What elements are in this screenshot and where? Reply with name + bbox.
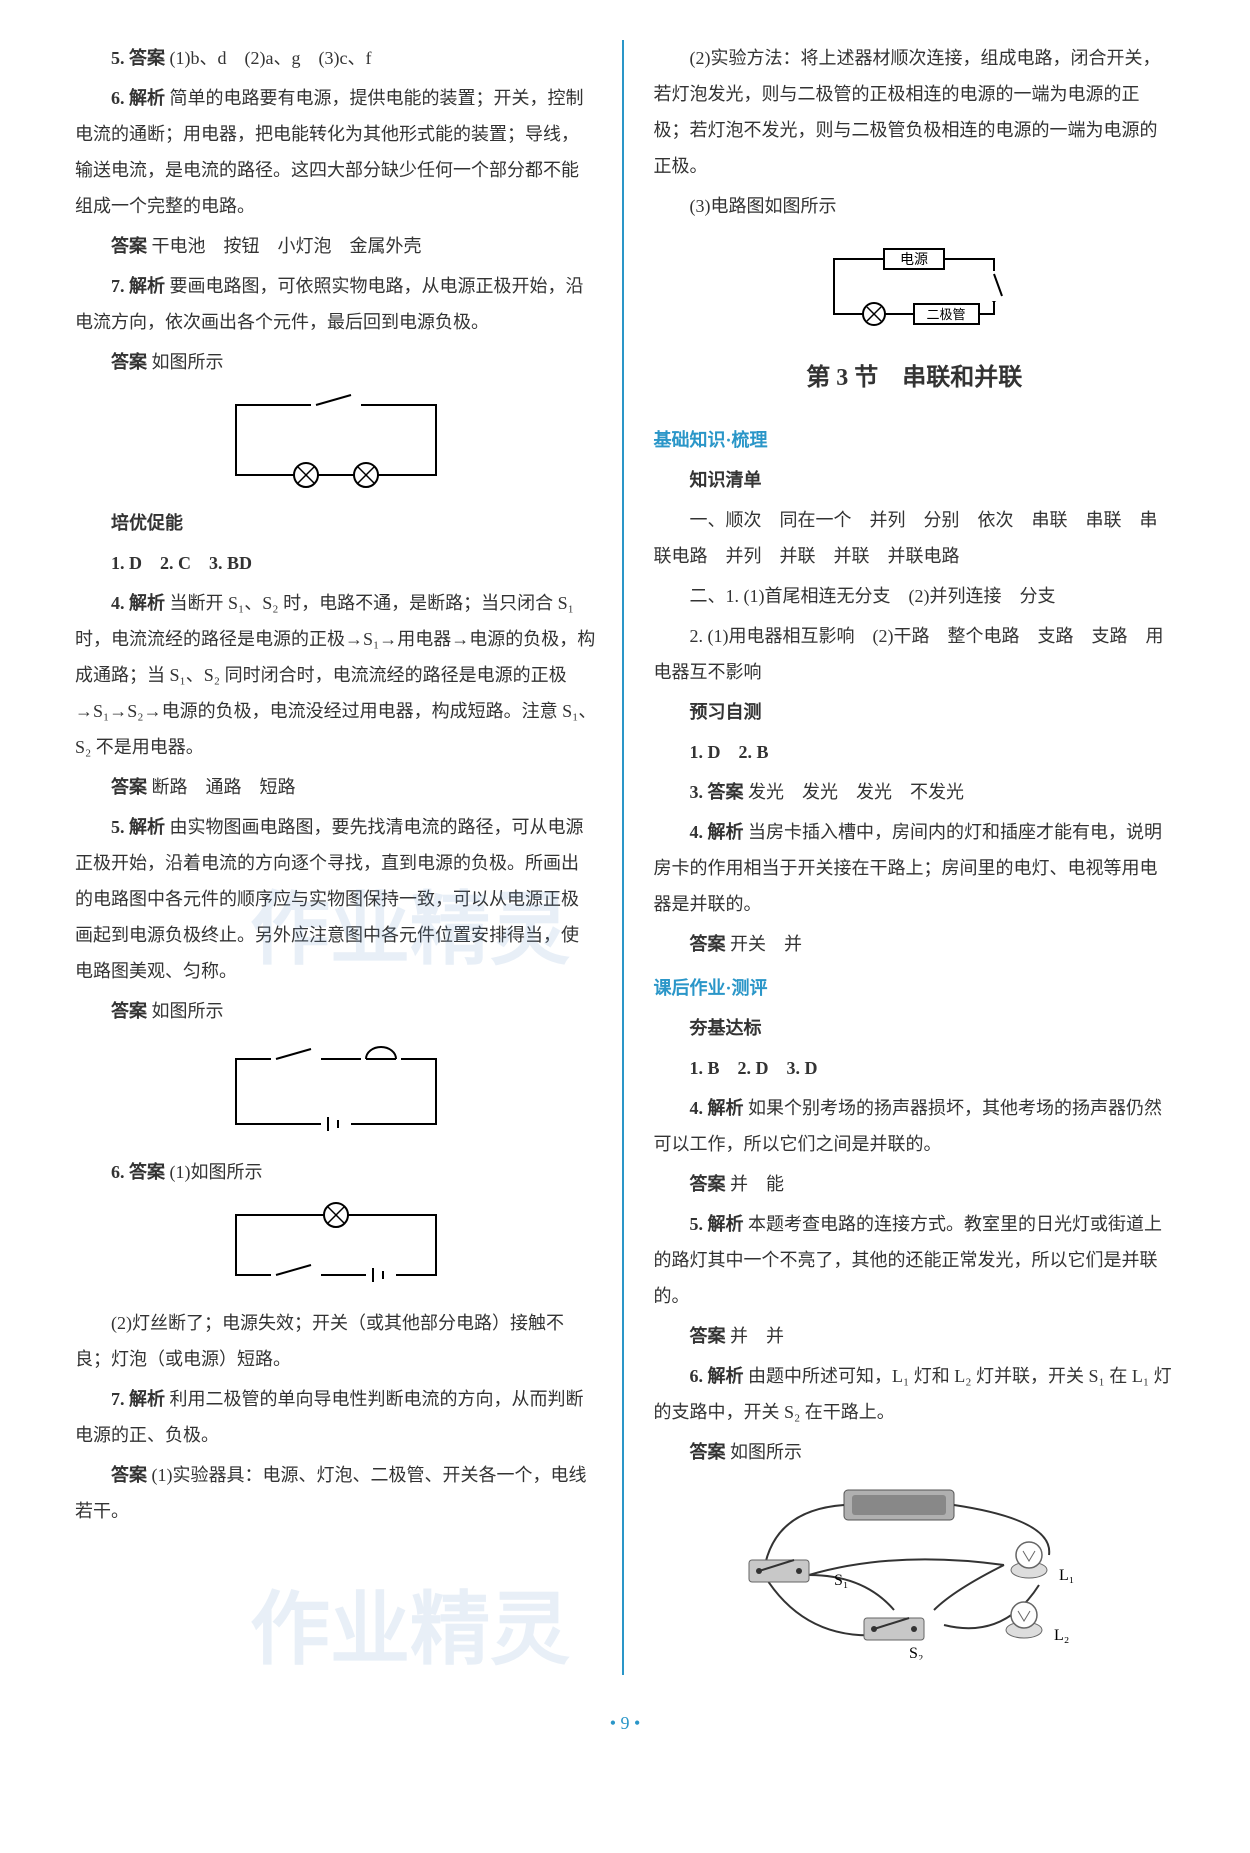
q6b-sub2: (2)灯丝断了；电源失效；开关（或其他部分电路）接触不良；灯泡（或电源）短路。 [75, 1305, 597, 1377]
q4-answer: 答案 断路 通路 短路 [75, 769, 597, 805]
preview-q4-label: 4. 解析 [690, 822, 744, 842]
con-q4: 4. 解析 如果个别考场的扬声器损坏，其他考场的扬声器仍然可以工作，所以它们之间… [654, 1090, 1176, 1162]
preview-q4: 4. 解析 当房卡插入槽中，房间内的灯和插座才能有电，说明房卡的作用相当于开关接… [654, 814, 1176, 922]
q5b-answer-text: 如图所示 [152, 1001, 224, 1021]
q5b-answer: 答案 如图所示 [75, 993, 597, 1029]
l2-label: L₂ [1054, 1627, 1069, 1644]
q5-answer: 5. 答案 (1)b、d (2)a、g (3)c、f [75, 40, 597, 76]
preview-q3: 3. 答案 发光 发光 发光 不发光 [654, 774, 1176, 810]
q6b-answer: 6. 答案 (1)如图所示 [75, 1154, 597, 1190]
con-q5-answer: 答案 并 并 [654, 1318, 1176, 1354]
q4-analysis-text: 当断开 S₁、S₂ 时，电路不通，是断路；当只闭合 S₁ 时，电流流经的路径是电… [75, 593, 596, 757]
right-column: (2)实验方法：将上述器材顺次连接，组成电路，闭合开关，若灯泡发光，则与二极管的… [624, 40, 1201, 1675]
q7-analysis-label: 7. 解析 [111, 276, 165, 296]
q7-answer-label: 答案 [111, 352, 147, 372]
preview-q12: 1. D 2. B [654, 734, 1176, 770]
con-q5-answer-text: 并 并 [730, 1326, 784, 1346]
preview-q4-answer: 答案 开关 并 [654, 926, 1176, 962]
circuit-diagram-4: 电源 二极管 [654, 234, 1176, 334]
con-q123-text: 1. B 2. D 3. D [690, 1058, 818, 1078]
q7-answer-text: 如图所示 [152, 352, 224, 372]
q7-answer: 答案 如图所示 [75, 344, 597, 380]
con-q6-answer-label: 答案 [690, 1442, 726, 1462]
q4-analysis: 4. 解析 当断开 S₁、S₂ 时，电路不通，是断路；当只闭合 S₁ 时，电流流… [75, 585, 597, 765]
con-q5-label: 5. 解析 [690, 1214, 744, 1234]
q7b-analysis-label: 7. 解析 [111, 1389, 165, 1409]
basic-knowledge-heading: 基础知识·梳理 [654, 422, 1176, 458]
con-q5-answer-label: 答案 [690, 1326, 726, 1346]
page-number-value: 9 [621, 1713, 630, 1733]
r-para2: (3)电路图如图所示 [654, 188, 1176, 224]
q6b-answer-label: 6. 答案 [111, 1162, 165, 1182]
s1-label: S₁ [834, 1572, 848, 1589]
section-title: 第 3 节 串联和并联 [654, 354, 1176, 402]
preview-q3-text: 发光 发光 发光 不发光 [748, 782, 964, 802]
after-class-heading: 课后作业·测评 [654, 970, 1176, 1006]
kl-line1: 一、顺次 同在一个 并列 分别 依次 串联 串联 串联电路 并列 并联 并联 并… [654, 502, 1176, 574]
preview-heading: 预习自测 [654, 694, 1176, 730]
q5-answer-label: 5. 答案 [111, 48, 165, 68]
preview-q3-label: 3. 答案 [690, 782, 744, 802]
q7b-answer: 答案 (1)实验器具：电源、灯泡、二极管、开关各一个，电线若干。 [75, 1457, 597, 1529]
q5b-answer-label: 答案 [111, 1001, 147, 1021]
q6-answer-label: 答案 [111, 236, 147, 256]
circuit-diagram-2 [75, 1039, 597, 1139]
circuit-diagram-1 [75, 390, 597, 490]
kl-line3: 2. (1)用电器相互影响 (2)干路 整个电路 支路 支路 用电器互不影响 [654, 618, 1176, 690]
con-q4-answer: 答案 并 能 [654, 1166, 1176, 1202]
q7b-answer-text: (1)实验器具：电源、灯泡、二极管、开关各一个，电线若干。 [75, 1465, 587, 1521]
q6-analysis: 6. 解析 简单的电路要有电源，提供电能的装置；开关，控制电流的通断；用电器，把… [75, 80, 597, 224]
q6-answer: 答案 干电池 按钮 小灯泡 金属外壳 [75, 228, 597, 264]
peiyou-q123-text: 1. D 2. C 3. BD [111, 553, 252, 573]
circuit-diagram-3 [75, 1200, 597, 1290]
l1-label: L₁ [1059, 1567, 1074, 1584]
q6-answer-text: 干电池 按钮 小灯泡 金属外壳 [152, 236, 422, 256]
r-para1: (2)实验方法：将上述器材顺次连接，组成电路，闭合开关，若灯泡发光，则与二极管的… [654, 40, 1176, 184]
con-q4-answer-label: 答案 [690, 1174, 726, 1194]
diode-label: 二极管 [927, 307, 966, 322]
con-q4-answer-text: 并 能 [730, 1174, 784, 1194]
con-q6-answer-text: 如图所示 [730, 1442, 802, 1462]
q4-answer-text: 断路 通路 短路 [152, 777, 296, 797]
s2-label: S₂ [909, 1645, 923, 1660]
con-q6: 6. 解析 由题中所述可知，L₁ 灯和 L₂ 灯并联，开关 S₁ 在 L₁ 灯的… [654, 1358, 1176, 1430]
preview-q4-answer-text: 开关 并 [730, 934, 802, 954]
peiyou-q123: 1. D 2. C 3. BD [75, 545, 597, 581]
kl-line2: 二、1. (1)首尾相连无分支 (2)并列连接 分支 [654, 578, 1176, 614]
peiyou-heading: 培优促能 [75, 505, 597, 541]
q6b-answer-text: (1)如图所示 [170, 1162, 263, 1182]
q7b-analysis: 7. 解析 利用二极管的单向导电性判断电流的方向，从而判断电源的正、负极。 [75, 1381, 597, 1453]
consolidate-heading: 夯基达标 [654, 1010, 1176, 1046]
page-number: • 9 • [50, 1705, 1200, 1741]
left-column: 5. 答案 (1)b、d (2)a、g (3)c、f 6. 解析 简单的电路要有… [50, 40, 624, 1675]
knowledge-list-heading: 知识清单 [654, 462, 1176, 498]
con-q5: 5. 解析 本题考查电路的连接方式。教室里的日光灯或街道上的路灯其中一个不亮了，… [654, 1206, 1176, 1314]
preview-q4-answer-label: 答案 [690, 934, 726, 954]
q5b-analysis: 5. 解析 由实物图画电路图，要先找清电流的路径，可从电源正极开始，沿着电流的方… [75, 809, 597, 989]
power-label: 电源 [900, 252, 928, 268]
q4-answer-label: 答案 [111, 777, 147, 797]
preview-q12-text: 1. D 2. B [690, 742, 769, 762]
circuit-diagram-5: S₁ S₂ L₁ [654, 1480, 1176, 1660]
q5b-analysis-text: 由实物图画电路图，要先找清电流的路径，可从电源正极开始，沿着电流的方向逐个寻找，… [75, 817, 584, 981]
con-q123: 1. B 2. D 3. D [654, 1050, 1176, 1086]
q5-answer-text: (1)b、d (2)a、g (3)c、f [170, 48, 372, 68]
page-columns: 5. 答案 (1)b、d (2)a、g (3)c、f 6. 解析 简单的电路要有… [50, 40, 1200, 1675]
q7b-answer-label: 答案 [111, 1465, 147, 1485]
con-q6-answer: 答案 如图所示 [654, 1434, 1176, 1470]
con-q4-label: 4. 解析 [690, 1098, 744, 1118]
q5b-analysis-label: 5. 解析 [111, 817, 165, 837]
q4-analysis-label: 4. 解析 [111, 593, 165, 613]
con-q6-label: 6. 解析 [690, 1366, 744, 1386]
q7-analysis: 7. 解析 要画电路图，可依照实物电路，从电源正极开始，沿电流方向，依次画出各个… [75, 268, 597, 340]
q6-analysis-label: 6. 解析 [111, 88, 165, 108]
